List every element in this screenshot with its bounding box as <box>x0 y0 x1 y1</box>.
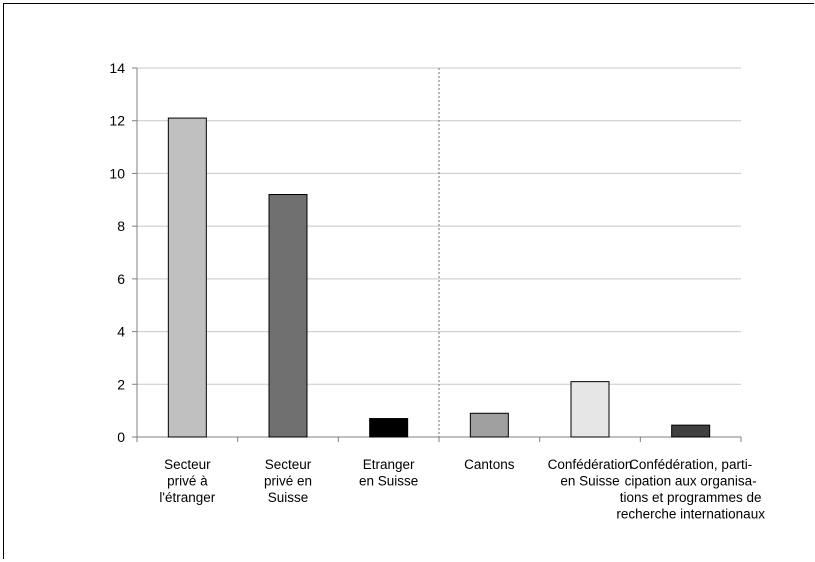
x-category-label-line: l'étranger <box>159 490 215 505</box>
x-category-label: Secteur privé en Suisse <box>264 457 312 505</box>
x-category-label: Secteur privé à l'étranger <box>159 457 215 505</box>
x-category-label-line: Secteur <box>265 457 312 472</box>
x-category-label: Confédération en Suisse <box>548 457 633 489</box>
x-category-label-line: tions et programmes de <box>620 490 762 505</box>
x-category-label-line: Confédération, parti- <box>629 457 752 472</box>
x-category-label-line: Secteur <box>164 457 211 472</box>
bar <box>469 412 509 438</box>
bar <box>369 418 409 438</box>
x-category-label-line: recherche internationaux <box>616 507 765 522</box>
chart-frame <box>3 3 814 559</box>
x-category-label-line: en Suisse <box>560 474 619 489</box>
x-category-label-line: Suisse <box>268 490 309 505</box>
bar <box>671 424 711 438</box>
bar <box>167 117 207 438</box>
x-category-label-line: cipation aux organisa- <box>625 474 757 489</box>
x-category-label: Confédération, parti-cipation aux organi… <box>616 457 765 522</box>
x-category-label-line: Confédération <box>548 457 633 472</box>
y-tick-label: 2 <box>117 376 125 392</box>
x-category-label-line: Etranger <box>363 457 415 472</box>
y-tick-label: 12 <box>109 113 125 129</box>
y-tick-label: 0 <box>117 429 125 445</box>
bar <box>570 381 610 438</box>
bar <box>268 194 308 438</box>
x-category-label: Cantons <box>464 457 515 472</box>
x-category-label-line: privé à <box>167 474 208 489</box>
y-tick-label: 10 <box>109 165 125 181</box>
y-tick-label: 8 <box>117 218 125 234</box>
y-tick-label: 6 <box>117 271 125 287</box>
y-tick-label: 4 <box>117 324 125 340</box>
x-category-label: Etranger en Suisse <box>359 457 418 489</box>
x-category-label-line: privé en <box>264 474 312 489</box>
x-category-label-line: Cantons <box>464 457 515 472</box>
y-tick-label: 14 <box>109 60 125 76</box>
x-category-label-line: en Suisse <box>359 474 418 489</box>
